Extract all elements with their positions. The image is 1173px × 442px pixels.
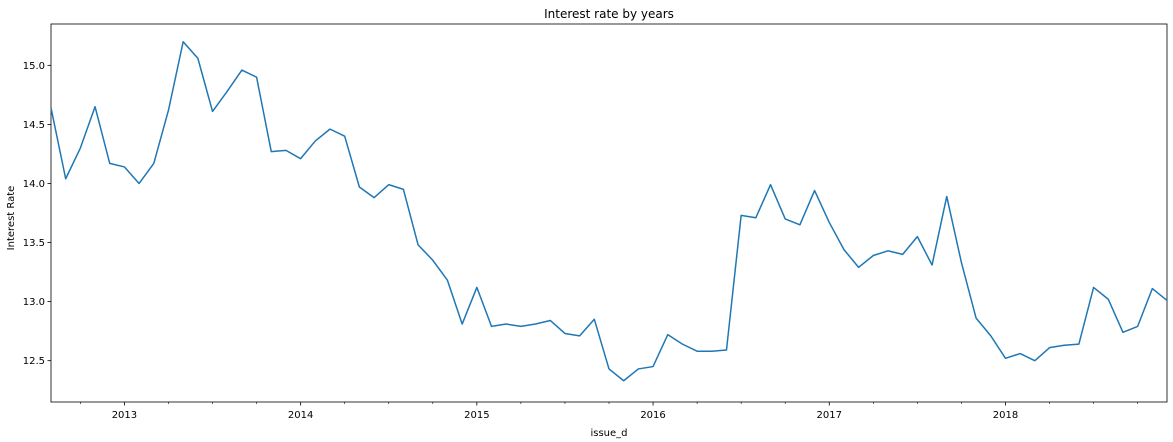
- series-line-0: [50, 40, 1168, 382]
- y-tick-label: 15.0: [23, 61, 45, 72]
- plot-frame: [50, 23, 1168, 403]
- y-tick-label: 13.5: [23, 238, 45, 249]
- y-tick-label: 14.5: [23, 120, 45, 131]
- x-tick-label: 2015: [464, 410, 489, 421]
- x-tick-label: 2014: [288, 410, 313, 421]
- y-tick-label: 14.0: [23, 179, 45, 190]
- y-axis-title: Interest Rate: [6, 186, 17, 251]
- x-tick-label: 2017: [817, 410, 842, 421]
- x-tick-label: 2016: [640, 410, 665, 421]
- y-axis: 12.5 13.0 13.5 14.0 14.5 15.0: [23, 61, 51, 367]
- x-tick-label: 2013: [112, 410, 137, 421]
- x-axis-title: issue_d: [590, 428, 627, 439]
- plot-area: [50, 23, 1168, 403]
- y-tick-label: 12.5: [23, 356, 45, 367]
- x-axis: 2013 2014 2015 2016 2017 2018: [80, 402, 1138, 421]
- y-tick-label: 13.0: [23, 297, 45, 308]
- x-tick-label: 2018: [993, 410, 1018, 421]
- chart-title: Interest rate by years: [544, 7, 674, 21]
